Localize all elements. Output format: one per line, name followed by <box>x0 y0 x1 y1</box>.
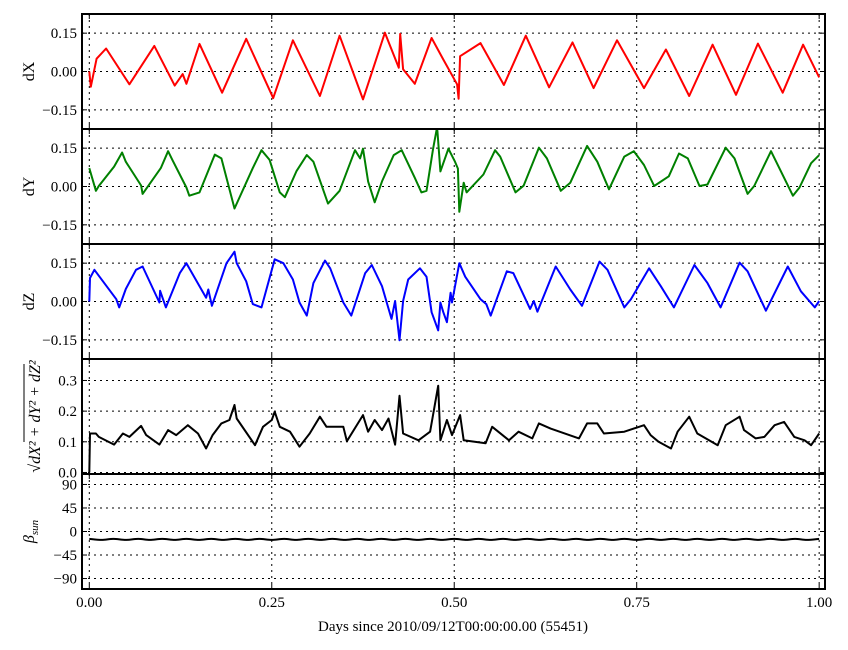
y-axis-label-text: dZ <box>21 293 38 311</box>
panel-magnitude: 0.3 0.2 0.1 0.0 √dX² + dY² + dZ² <box>23 358 826 481</box>
panel-dy: 0.15 0.00 −0.15 dY <box>21 128 826 245</box>
panel-dx: 0.15 0.00 −0.15 dX <box>21 13 826 130</box>
y-tick-label: −0.15 <box>42 333 77 349</box>
series-line-beta-sun <box>89 537 820 541</box>
x-tick-label: 0.75 <box>624 595 650 611</box>
y-axis-label-text: dY <box>21 176 38 196</box>
y-tick-label: 0 <box>70 525 78 541</box>
x-tick-label: 1.00 <box>806 595 832 611</box>
x-axis-label: Days since 2010/09/12T00:00:00.00 (55451… <box>318 619 588 635</box>
y-axis-label-text: β <box>21 535 38 544</box>
y-axis-label-text: dX <box>21 61 38 81</box>
y-tick-label: 90 <box>62 477 77 493</box>
y-tick-label: 0.3 <box>58 373 77 389</box>
y-axis-label-magnitude: √dX² + dY² + dZ² <box>27 359 44 473</box>
y-tick-label: −45 <box>54 548 77 564</box>
series-line-dz <box>88 250 821 342</box>
y-tick-label: 0.00 <box>51 295 77 311</box>
y-tick-label: −0.15 <box>42 103 77 119</box>
y-axis-label-dx: dX <box>21 61 38 81</box>
axes-frame <box>81 358 826 475</box>
series-line-dx <box>88 31 821 101</box>
y-tick-label: 0.0 <box>58 465 77 481</box>
panel-beta-sun: 90 45 0 −45 −90 βsun <box>21 473 826 590</box>
y-tick-label: −90 <box>54 572 77 588</box>
series-line-magnitude <box>88 384 821 473</box>
y-tick-label: −0.15 <box>42 218 77 234</box>
y-tick-label: 0.15 <box>51 141 77 157</box>
y-axis-label-dz: dZ <box>21 293 38 311</box>
y-tick-label: 45 <box>62 501 77 517</box>
y-tick-label: 0.2 <box>58 404 77 420</box>
y-tick-label: 0.15 <box>51 256 77 272</box>
axes-frame <box>81 473 826 590</box>
series-line-dy <box>88 129 820 213</box>
panel-dz: 0.15 0.00 −0.15 dZ <box>21 243 826 360</box>
x-tick-label: 0.00 <box>76 595 102 611</box>
y-tick-label: 0.00 <box>51 65 77 81</box>
y-axis-label-subscript: sun <box>29 519 41 535</box>
y-tick-label: 0.00 <box>51 180 77 196</box>
y-axis-label-beta-sun: βsun <box>21 519 41 544</box>
y-axis-label-dy: dY <box>21 176 38 196</box>
y-tick-label: 0.15 <box>51 26 77 42</box>
x-tick-label: 0.50 <box>441 595 467 611</box>
y-tick-label: 0.1 <box>58 435 77 451</box>
y-axis-label-text: √dX² + dY² + dZ² <box>27 359 44 473</box>
x-tick-label: 0.25 <box>259 595 285 611</box>
subplots: 0.150.00−0.15dX0.150.00−0.15dY0.150.00−0… <box>21 13 832 611</box>
